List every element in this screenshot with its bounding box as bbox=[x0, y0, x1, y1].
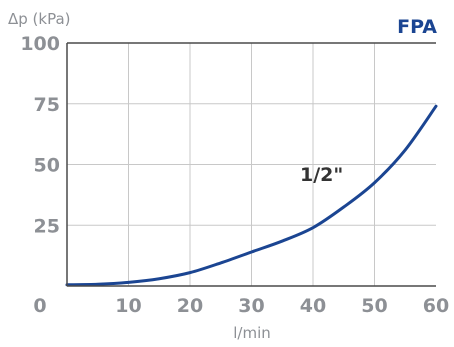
x-tick-label-20: 20 bbox=[177, 295, 203, 317]
tick-labels: 0 10 20 30 40 50 60 25 50 75 100 bbox=[20, 33, 449, 317]
x-tick-label-10: 10 bbox=[115, 295, 141, 317]
x-tick-label-40: 40 bbox=[300, 295, 326, 317]
y-tick-label-100: 100 bbox=[20, 33, 60, 55]
x-axis-title: l/min bbox=[233, 324, 271, 342]
series-line-0 bbox=[65, 104, 438, 287]
x-tick-label-60: 60 bbox=[423, 295, 449, 317]
series-label: 1/2" bbox=[300, 164, 343, 186]
brand-label: FPA bbox=[397, 16, 437, 38]
plot-frame bbox=[66, 42, 436, 287]
y-tick-label-50: 50 bbox=[34, 155, 60, 177]
series-layer bbox=[65, 104, 438, 287]
grid-lines bbox=[67, 43, 436, 286]
x-tick-label-50: 50 bbox=[361, 295, 387, 317]
y-tick-label-75: 75 bbox=[34, 94, 60, 116]
y-axis-title: Δp (kPa) bbox=[8, 10, 71, 28]
x-tick-label-30: 30 bbox=[238, 295, 264, 317]
x-tick-label-0: 0 bbox=[33, 295, 46, 317]
y-tick-label-25: 25 bbox=[34, 215, 60, 237]
